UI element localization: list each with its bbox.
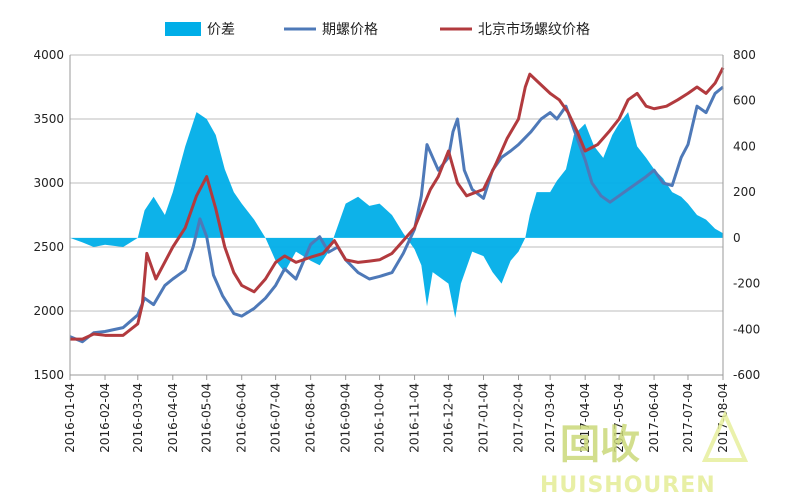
legend-item-futures: 期螺价格 — [284, 22, 378, 38]
x-tick-label: 2017-03-04 — [543, 383, 557, 453]
legend-swatch — [165, 22, 201, 36]
x-tick-label: 2016-01-04 — [63, 383, 77, 453]
y-right-tick-label: -400 — [733, 322, 760, 336]
x-tick-label: 2016-06-04 — [235, 383, 249, 453]
y-left-tick-label: 1500 — [33, 368, 64, 382]
legend: 价差 期螺价格 北京市场螺纹价格 — [165, 21, 590, 38]
y-right-tick-label: 400 — [733, 139, 756, 153]
x-axis-ticks: 2016-01-04 2016-02-04 2016-03-04 2016-04-04… — [63, 375, 730, 453]
watermark-mark: 回收 — [560, 422, 640, 468]
x-tick-label: 2017-06-04 — [647, 383, 661, 453]
y-left-tick-label: 3000 — [33, 176, 64, 190]
y-left-tick-label: 4000 — [33, 48, 64, 62]
x-tick-label: 2016-03-04 — [131, 383, 145, 453]
series-line-spot — [70, 67, 725, 341]
x-tick-label: 2017-05-04 — [612, 383, 626, 453]
x-tick-label: 2017-07-04 — [681, 383, 695, 453]
legend-item-spot: 北京市场螺纹价格 — [440, 21, 590, 38]
watermark: 回收 HUISHOUREN — [540, 410, 749, 498]
legend-label: 价差 — [207, 22, 235, 38]
y-axis-left-ticks: 4000 3500 3000 2500 2000 1500 — [33, 48, 64, 382]
y-right-tick-label: -600 — [733, 368, 760, 382]
y-right-tick-label: 0 — [733, 231, 741, 245]
y-axis-right-ticks: 800 600 400 200 0 -200 -400 -600 — [733, 48, 760, 382]
x-tick-label: 2016-02-04 — [98, 383, 112, 453]
y-left-tick-label: 2000 — [33, 304, 64, 318]
y-left-tick-label: 2500 — [33, 240, 64, 254]
x-tick-label: 2017-01-04 — [476, 383, 490, 453]
legend-label: 期螺价格 — [322, 22, 378, 38]
area-layer — [70, 112, 723, 318]
series-line-futures — [69, 85, 724, 344]
y-left-tick-label: 3500 — [33, 112, 64, 126]
watermark-word: HUISHOUREN — [540, 473, 716, 498]
legend-label: 北京市场螺纹价格 — [478, 21, 590, 38]
x-tick-label: 2016-12-04 — [441, 383, 455, 453]
x-tick-label: 2016-08-04 — [304, 383, 318, 453]
y-right-tick-label: 600 — [733, 94, 756, 108]
watermark-arrow-icon — [701, 410, 749, 462]
y-right-tick-label: 200 — [733, 185, 756, 199]
x-tick-label: 2016-05-04 — [200, 383, 214, 453]
x-tick-label: 2017-04-04 — [578, 383, 592, 453]
x-tick-label: 2016-10-04 — [373, 383, 387, 453]
y-right-tick-label: 800 — [733, 48, 756, 62]
legend-item-diff: 价差 — [165, 22, 235, 38]
x-tick-label: 2016-04-04 — [166, 383, 180, 453]
series-area-diff — [70, 112, 723, 318]
line-layer — [69, 67, 725, 344]
x-tick-label: 2017-02-04 — [512, 383, 526, 453]
x-tick-label: 2016-09-04 — [339, 383, 353, 453]
x-tick-label: 2016-11-04 — [408, 383, 422, 453]
axes — [69, 55, 724, 376]
y-right-tick-label: -200 — [733, 277, 760, 291]
x-tick-label: 2016-07-04 — [269, 383, 283, 453]
